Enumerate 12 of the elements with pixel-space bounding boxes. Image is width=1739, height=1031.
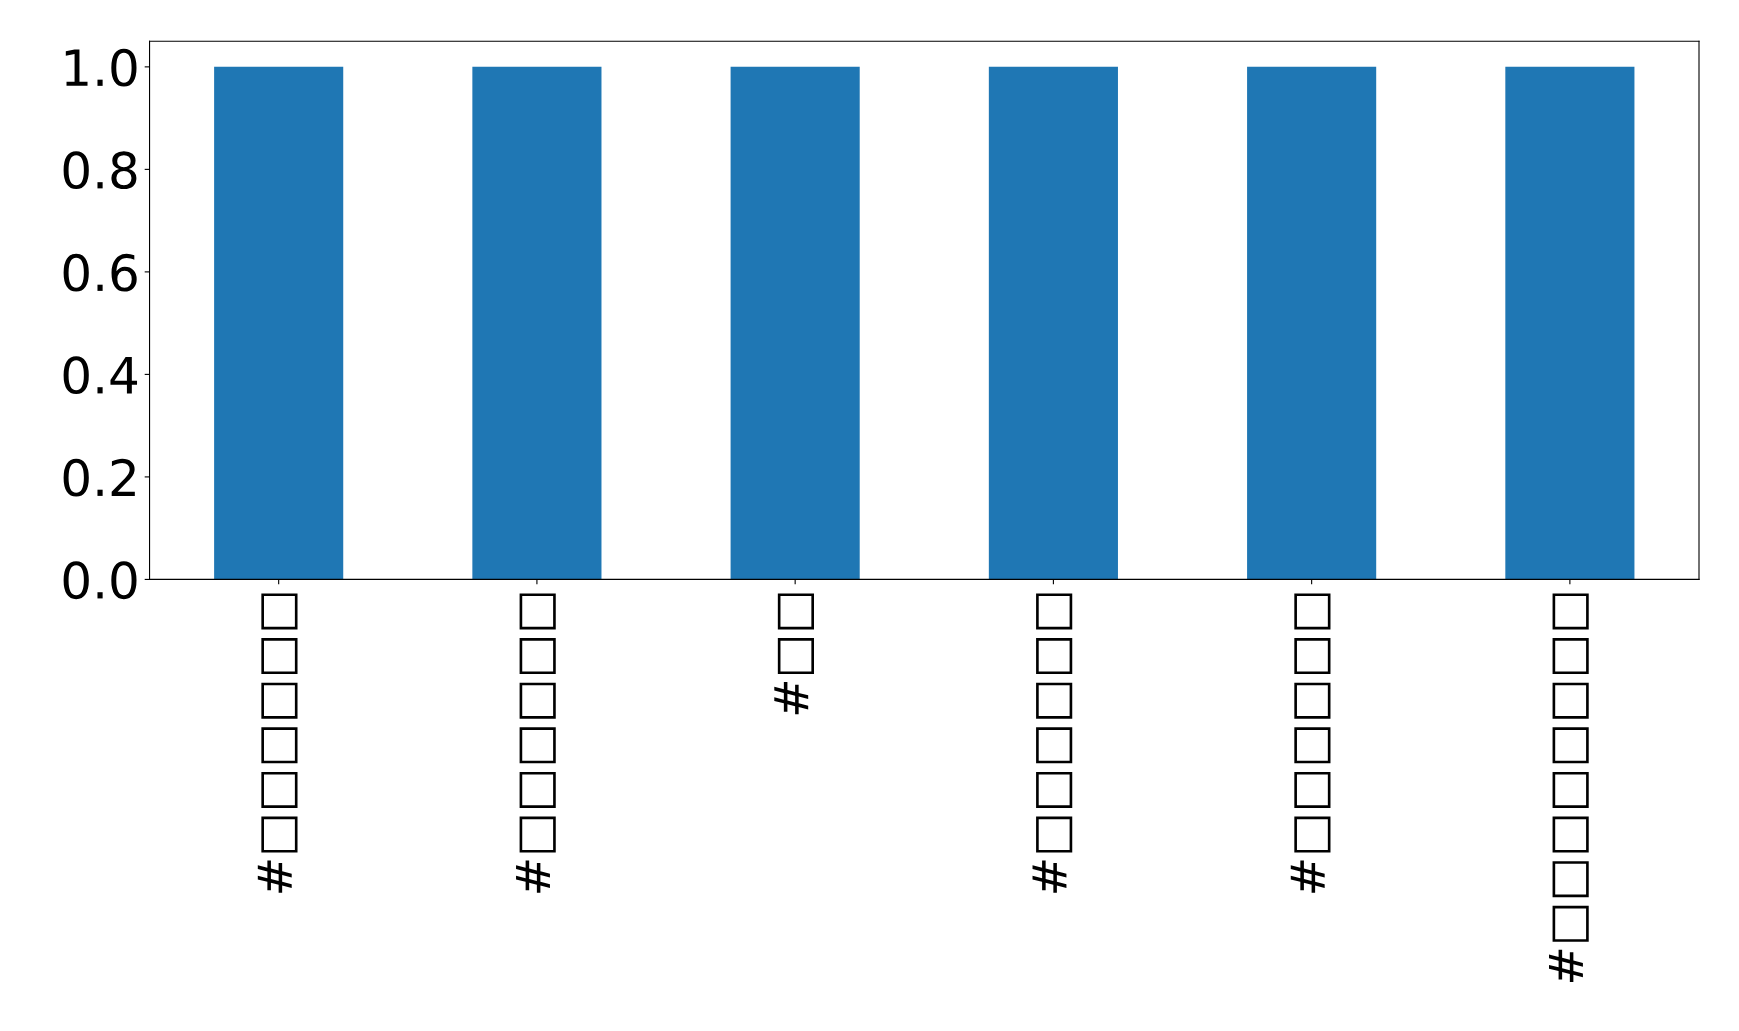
y-tick-label: 0.4 [63, 356, 138, 395]
x-tick-label: #□□□□□□ [257, 593, 298, 893]
y-tick-label: 0.8 [63, 151, 137, 190]
x-tick-label: #□□□□□□□□ [1549, 593, 1589, 983]
y-tick-label: 1.0 [65, 48, 137, 87]
x-tick-label: #□□ [774, 593, 814, 715]
x-tick-label: #□□□□□□ [1032, 593, 1073, 893]
x-tick-label: #□□□□□□ [1290, 593, 1331, 893]
y-tick-label: 0.6 [63, 253, 137, 292]
y-tick-label: 0.2 [63, 458, 135, 497]
y-tick-label: 0.0 [63, 561, 137, 600]
x-tick-label: #□□□□□□ [516, 593, 556, 893]
